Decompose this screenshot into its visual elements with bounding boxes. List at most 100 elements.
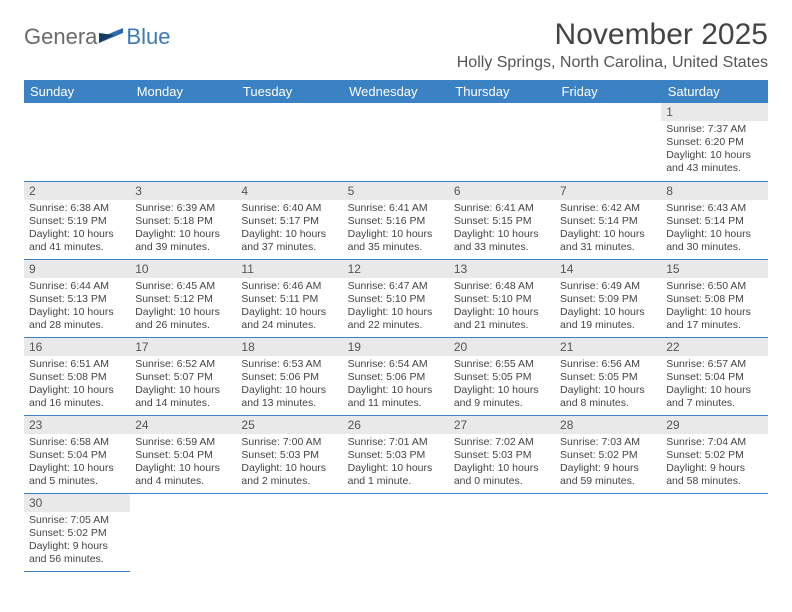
sunset-line: Sunset: 5:05 PM bbox=[560, 371, 656, 384]
day-info: Sunrise: 7:05 AMSunset: 5:02 PMDaylight:… bbox=[24, 512, 130, 570]
day-number: 5 bbox=[343, 182, 449, 200]
day-number: 28 bbox=[555, 416, 661, 434]
daylight-line: Daylight: 10 hours and 31 minutes. bbox=[560, 228, 656, 254]
calendar-empty-cell bbox=[343, 493, 449, 571]
calendar-day-cell: 13Sunrise: 6:48 AMSunset: 5:10 PMDayligh… bbox=[449, 259, 555, 337]
sunrise-line: Sunrise: 6:41 AM bbox=[454, 202, 550, 215]
day-info: Sunrise: 6:40 AMSunset: 5:17 PMDaylight:… bbox=[236, 200, 342, 258]
sunrise-line: Sunrise: 7:04 AM bbox=[666, 436, 762, 449]
sunset-line: Sunset: 5:14 PM bbox=[560, 215, 656, 228]
day-number: 8 bbox=[661, 182, 767, 200]
calendar-day-cell: 4Sunrise: 6:40 AMSunset: 5:17 PMDaylight… bbox=[236, 181, 342, 259]
sunrise-line: Sunrise: 7:00 AM bbox=[241, 436, 337, 449]
calendar-empty-cell bbox=[130, 493, 236, 571]
header: Genera Blue November 2025 Holly Springs,… bbox=[24, 18, 768, 78]
daylight-line: Daylight: 10 hours and 17 minutes. bbox=[666, 306, 762, 332]
day-info: Sunrise: 6:57 AMSunset: 5:04 PMDaylight:… bbox=[661, 356, 767, 414]
daylight-line: Daylight: 10 hours and 43 minutes. bbox=[666, 149, 762, 175]
day-number: 1 bbox=[661, 103, 767, 121]
day-info: Sunrise: 6:39 AMSunset: 5:18 PMDaylight:… bbox=[130, 200, 236, 258]
daylight-line: Daylight: 10 hours and 19 minutes. bbox=[560, 306, 656, 332]
day-number: 9 bbox=[24, 260, 130, 278]
daylight-line: Daylight: 10 hours and 2 minutes. bbox=[241, 462, 337, 488]
calendar-row: 1 Sunrise: 7:37 AMSunset: 6:20 PMDaylight… bbox=[24, 103, 768, 181]
calendar-day-cell: 6Sunrise: 6:41 AMSunset: 5:15 PMDaylight… bbox=[449, 181, 555, 259]
calendar-day-cell: 1 Sunrise: 7:37 AMSunset: 6:20 PMDaylight… bbox=[661, 103, 767, 181]
logo-text-1: Genera bbox=[24, 24, 97, 50]
sunset-line: Sunset: 6:20 PM bbox=[666, 136, 762, 149]
sunrise-line: Sunrise: 6:57 AM bbox=[666, 358, 762, 371]
day-number: 25 bbox=[236, 416, 342, 434]
sunrise-line: Sunrise: 6:45 AM bbox=[135, 280, 231, 293]
day-number: 18 bbox=[236, 338, 342, 356]
calendar-day-cell: 11Sunrise: 6:46 AMSunset: 5:11 PMDayligh… bbox=[236, 259, 342, 337]
sunrise-line: Sunrise: 7:02 AM bbox=[454, 436, 550, 449]
sunrise-line: Sunrise: 6:52 AM bbox=[135, 358, 231, 371]
day-number: 2 bbox=[24, 182, 130, 200]
day-number: 15 bbox=[661, 260, 767, 278]
calendar-day-cell: 29Sunrise: 7:04 AMSunset: 5:02 PMDayligh… bbox=[661, 415, 767, 493]
daylight-line: Daylight: 10 hours and 26 minutes. bbox=[135, 306, 231, 332]
sunset-line: Sunset: 5:03 PM bbox=[241, 449, 337, 462]
day-number: 24 bbox=[130, 416, 236, 434]
day-number: 27 bbox=[449, 416, 555, 434]
sunrise-line: Sunrise: 6:38 AM bbox=[29, 202, 125, 215]
sunrise-line: Sunrise: 6:42 AM bbox=[560, 202, 656, 215]
calendar-day-cell: 5Sunrise: 6:41 AMSunset: 5:16 PMDaylight… bbox=[343, 181, 449, 259]
daylight-line: Daylight: 10 hours and 13 minutes. bbox=[241, 384, 337, 410]
location: Holly Springs, North Carolina, United St… bbox=[457, 54, 768, 72]
calendar-day-cell: 28Sunrise: 7:03 AMSunset: 5:02 PMDayligh… bbox=[555, 415, 661, 493]
daylight-line: Daylight: 10 hours and 4 minutes. bbox=[135, 462, 231, 488]
sunrise-line: Sunrise: 6:58 AM bbox=[29, 436, 125, 449]
weekday-header: Saturday bbox=[661, 80, 767, 103]
sunrise-line: Sunrise: 6:46 AM bbox=[241, 280, 337, 293]
day-number: 17 bbox=[130, 338, 236, 356]
calendar-day-cell: 15Sunrise: 6:50 AMSunset: 5:08 PMDayligh… bbox=[661, 259, 767, 337]
day-info: Sunrise: 7:01 AMSunset: 5:03 PMDaylight:… bbox=[343, 434, 449, 492]
sunset-line: Sunset: 5:19 PM bbox=[29, 215, 125, 228]
calendar-day-cell: 12Sunrise: 6:47 AMSunset: 5:10 PMDayligh… bbox=[343, 259, 449, 337]
calendar-row: 30Sunrise: 7:05 AMSunset: 5:02 PMDayligh… bbox=[24, 493, 768, 571]
daylight-line: Daylight: 10 hours and 0 minutes. bbox=[454, 462, 550, 488]
day-number: 3 bbox=[130, 182, 236, 200]
sunset-line: Sunset: 5:06 PM bbox=[241, 371, 337, 384]
calendar-empty-cell bbox=[661, 493, 767, 571]
daylight-line: Daylight: 10 hours and 8 minutes. bbox=[560, 384, 656, 410]
daylight-line: Daylight: 9 hours and 58 minutes. bbox=[666, 462, 762, 488]
sunrise-line: Sunrise: 6:43 AM bbox=[666, 202, 762, 215]
sunrise-line: Sunrise: 6:54 AM bbox=[348, 358, 444, 371]
calendar-day-cell: 19Sunrise: 6:54 AMSunset: 5:06 PMDayligh… bbox=[343, 337, 449, 415]
daylight-line: Daylight: 10 hours and 24 minutes. bbox=[241, 306, 337, 332]
sunset-line: Sunset: 5:11 PM bbox=[241, 293, 337, 306]
day-info: Sunrise: 6:51 AMSunset: 5:08 PMDaylight:… bbox=[24, 356, 130, 414]
sunrise-line: Sunrise: 7:37 AM bbox=[666, 123, 762, 136]
sunrise-line: Sunrise: 6:39 AM bbox=[135, 202, 231, 215]
calendar-day-cell: 8Sunrise: 6:43 AMSunset: 5:14 PMDaylight… bbox=[661, 181, 767, 259]
calendar-day-cell: 30Sunrise: 7:05 AMSunset: 5:02 PMDayligh… bbox=[24, 493, 130, 571]
day-info: Sunrise: 6:52 AMSunset: 5:07 PMDaylight:… bbox=[130, 356, 236, 414]
daylight-line: Daylight: 9 hours and 59 minutes. bbox=[560, 462, 656, 488]
logo-flag-icon bbox=[99, 24, 125, 50]
daylight-line: Daylight: 10 hours and 9 minutes. bbox=[454, 384, 550, 410]
sunset-line: Sunset: 5:15 PM bbox=[454, 215, 550, 228]
calendar-day-cell: 21Sunrise: 6:56 AMSunset: 5:05 PMDayligh… bbox=[555, 337, 661, 415]
day-number: 14 bbox=[555, 260, 661, 278]
calendar-day-cell: 17Sunrise: 6:52 AMSunset: 5:07 PMDayligh… bbox=[130, 337, 236, 415]
daylight-line: Daylight: 10 hours and 41 minutes. bbox=[29, 228, 125, 254]
sunrise-line: Sunrise: 6:49 AM bbox=[560, 280, 656, 293]
day-number: 22 bbox=[661, 338, 767, 356]
sunset-line: Sunset: 5:02 PM bbox=[560, 449, 656, 462]
daylight-line: Daylight: 10 hours and 7 minutes. bbox=[666, 384, 762, 410]
calendar-table: SundayMondayTuesdayWednesdayThursdayFrid… bbox=[24, 80, 768, 572]
calendar-empty-cell bbox=[343, 103, 449, 181]
day-info: Sunrise: 6:46 AMSunset: 5:11 PMDaylight:… bbox=[236, 278, 342, 336]
weekday-header: Friday bbox=[555, 80, 661, 103]
calendar-row: 2Sunrise: 6:38 AMSunset: 5:19 PMDaylight… bbox=[24, 181, 768, 259]
day-number: 7 bbox=[555, 182, 661, 200]
day-number: 26 bbox=[343, 416, 449, 434]
daylight-line: Daylight: 10 hours and 35 minutes. bbox=[348, 228, 444, 254]
sunset-line: Sunset: 5:04 PM bbox=[29, 449, 125, 462]
weekday-header-row: SundayMondayTuesdayWednesdayThursdayFrid… bbox=[24, 80, 768, 103]
day-info: Sunrise: 7:04 AMSunset: 5:02 PMDaylight:… bbox=[661, 434, 767, 492]
daylight-line: Daylight: 10 hours and 22 minutes. bbox=[348, 306, 444, 332]
